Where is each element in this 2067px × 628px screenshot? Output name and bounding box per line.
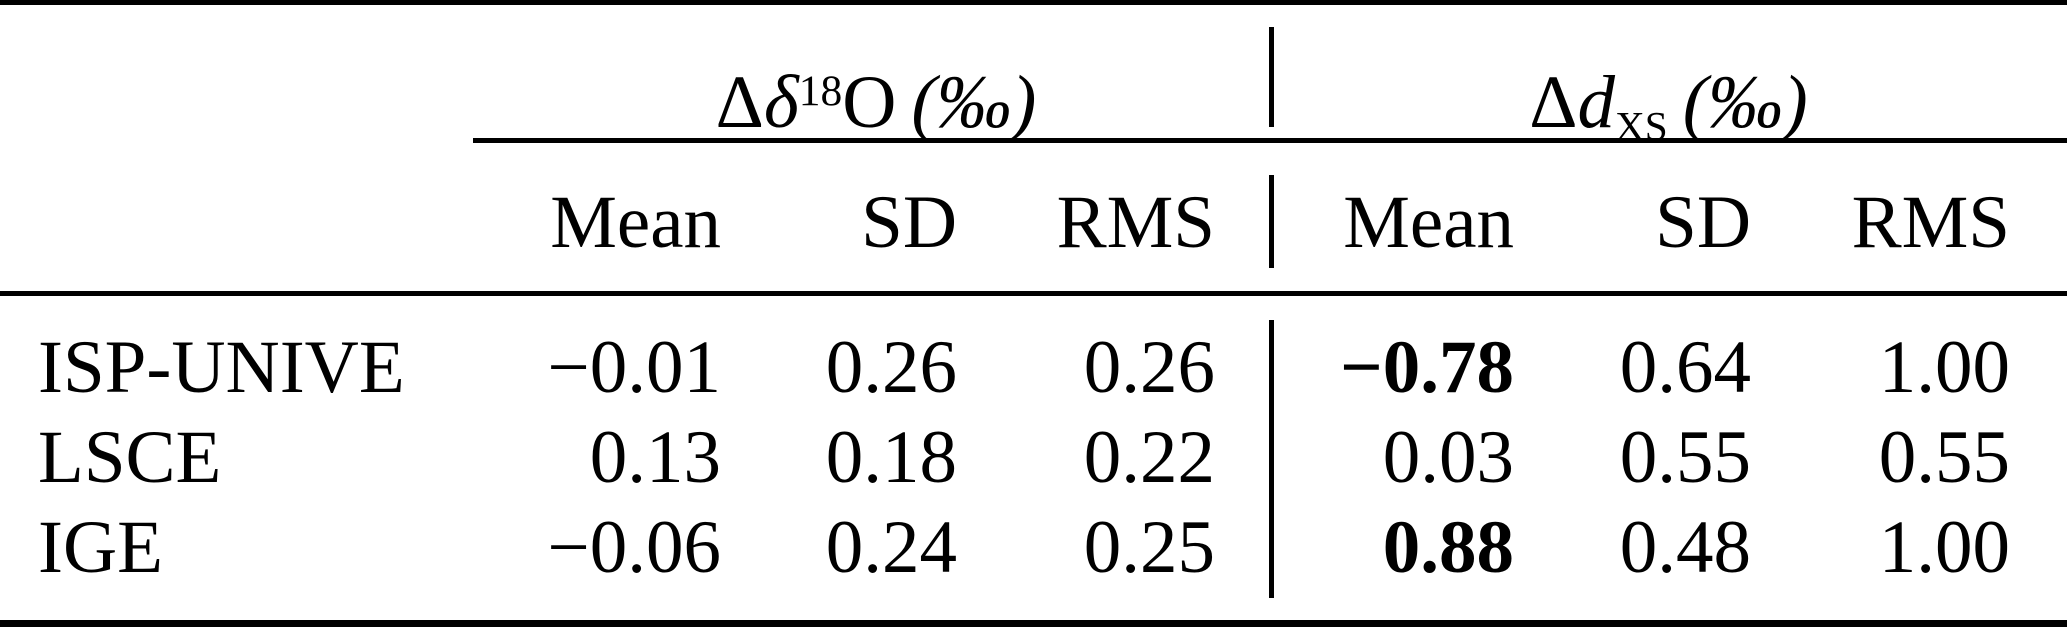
cell-value: 0.24	[825, 505, 957, 589]
delta-symbol: Δ	[715, 61, 764, 144]
cell-value: −0.01	[547, 325, 721, 409]
cell-value: 1.00	[1878, 325, 2010, 409]
cell-value: 0.55	[1878, 415, 2010, 499]
column-group-divider	[1269, 175, 1274, 268]
cell-value: 0.48	[1619, 505, 1751, 589]
row-label: LSCE	[38, 415, 222, 499]
cell-value-bold: 0.88	[1382, 505, 1514, 589]
row-label: IGE	[38, 505, 163, 589]
bottom-rule	[0, 620, 2067, 627]
header-separator-rule	[0, 291, 2067, 296]
cell-value: 1.00	[1878, 505, 2010, 589]
column-header-mean-d18o: Mean	[550, 180, 721, 264]
column-header-sd-d18o: SD	[861, 180, 957, 264]
subscript-xs: XS	[1615, 103, 1668, 150]
column-group-divider	[1269, 27, 1274, 127]
column-header-rms-dxs: RMS	[1851, 180, 2010, 264]
column-header-rms-d18o: RMS	[1056, 180, 1215, 264]
oxygen-symbol: O	[842, 61, 897, 144]
permil-unit: (‰)	[911, 61, 1037, 144]
group-header-underline	[473, 138, 2067, 143]
cell-value: −0.06	[547, 505, 721, 589]
cell-value: 0.55	[1619, 415, 1751, 499]
superscript-18: 18	[798, 66, 843, 115]
cell-value: 0.26	[1083, 325, 1215, 409]
d-excess-symbol: d	[1577, 61, 1616, 144]
column-header-sd-dxs: SD	[1655, 180, 1751, 264]
cell-value: 0.25	[1083, 505, 1215, 589]
delta-lowercase-symbol: δ	[763, 61, 799, 144]
cell-value: 0.26	[825, 325, 957, 409]
top-rule	[0, 0, 2067, 5]
column-group-divider	[1269, 320, 1274, 598]
permil-unit: (‰)	[1682, 61, 1808, 144]
cell-value: 0.03	[1382, 415, 1514, 499]
cell-value-bold: −0.78	[1340, 325, 1514, 409]
column-header-mean-dxs: Mean	[1343, 180, 1514, 264]
row-label: ISP-UNIVE	[38, 325, 405, 409]
cell-value: 0.64	[1619, 325, 1751, 409]
cell-value: 0.18	[825, 415, 957, 499]
delta-symbol: Δ	[1529, 61, 1578, 144]
cell-value: 0.13	[589, 415, 721, 499]
cell-value: 0.22	[1083, 415, 1215, 499]
